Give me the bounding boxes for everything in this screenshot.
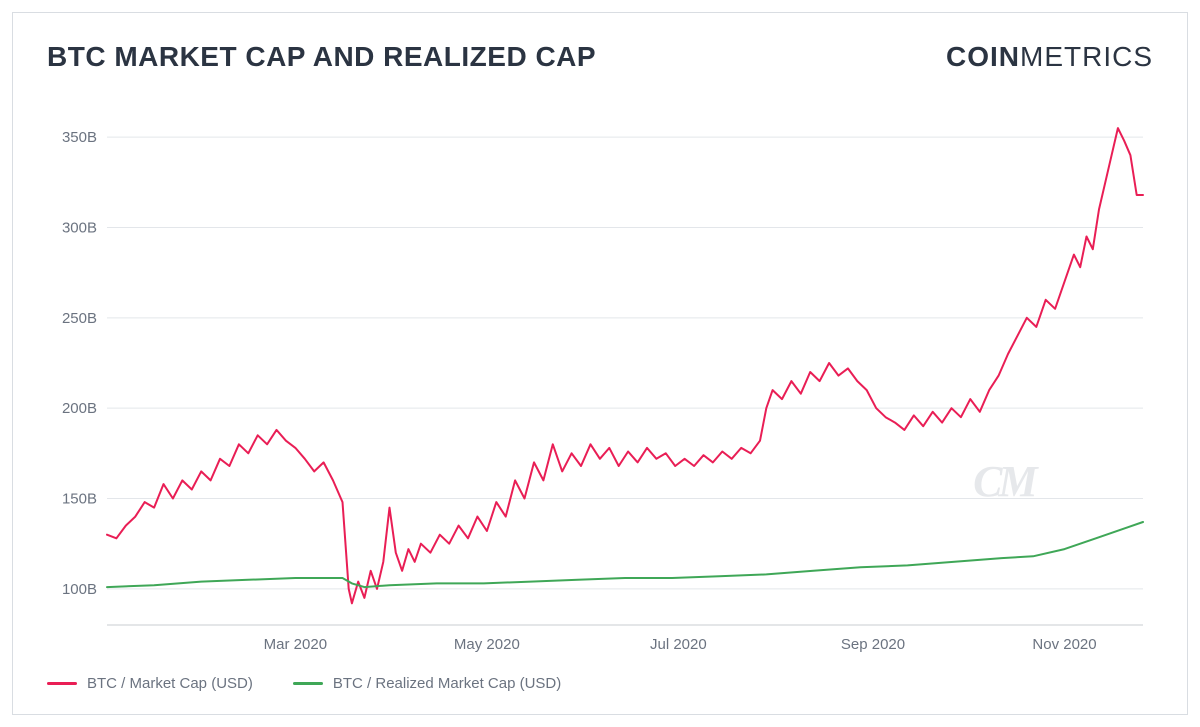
svg-text:100B: 100B [62, 581, 97, 598]
svg-text:200B: 200B [62, 400, 97, 417]
brand-logo: COINMETRICS [946, 41, 1153, 73]
legend-label: BTC / Realized Market Cap (USD) [333, 675, 561, 692]
legend-label: BTC / Market Cap (USD) [87, 675, 253, 692]
svg-text:150B: 150B [62, 491, 97, 508]
legend: BTC / Market Cap (USD) BTC / Realized Ma… [47, 661, 1153, 692]
svg-text:May 2020: May 2020 [454, 636, 520, 653]
svg-text:Mar 2020: Mar 2020 [264, 636, 327, 653]
svg-text:Jul 2020: Jul 2020 [650, 636, 707, 653]
svg-text:300B: 300B [62, 219, 97, 236]
svg-text:Sep 2020: Sep 2020 [841, 636, 905, 653]
legend-item-realized-cap: BTC / Realized Market Cap (USD) [293, 675, 561, 692]
svg-text:Nov 2020: Nov 2020 [1032, 636, 1096, 653]
chart-header: BTC MARKET CAP AND REALIZED CAP COINMETR… [47, 41, 1153, 73]
svg-text:250B: 250B [62, 310, 97, 327]
plot-area: 100B 150B 200B 250B 300B 350B Mar 2020 May 2020… [47, 81, 1153, 661]
legend-item-market-cap: BTC / Market Cap (USD) [47, 675, 253, 692]
chart-frame: BTC MARKET CAP AND REALIZED CAP COINMETR… [12, 12, 1188, 715]
chart-title: BTC MARKET CAP AND REALIZED CAP [47, 41, 596, 73]
svg-text:350B: 350B [62, 129, 97, 146]
legend-swatch [293, 682, 323, 685]
brand-light: METRICS [1020, 41, 1153, 72]
line-chart-svg: 100B 150B 200B 250B 300B 350B Mar 2020 May 2020… [47, 81, 1153, 661]
legend-swatch [47, 682, 77, 685]
brand-bold: COIN [946, 41, 1020, 72]
